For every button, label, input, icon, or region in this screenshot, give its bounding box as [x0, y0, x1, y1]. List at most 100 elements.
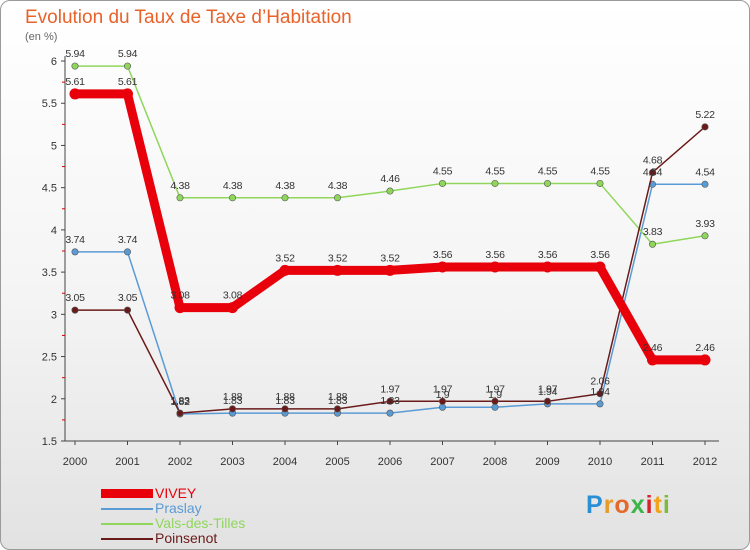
- x-tick-label: 2012: [693, 456, 717, 468]
- data-point: [701, 123, 709, 131]
- data-point: [71, 306, 79, 314]
- data-label: 5.94: [118, 48, 138, 60]
- data-label: 4.38: [328, 180, 348, 192]
- data-label: 4.38: [275, 180, 295, 192]
- data-point: [176, 194, 184, 202]
- data-point: [124, 62, 132, 70]
- x-tick-label: 2007: [430, 456, 454, 468]
- data-label: 1.94: [538, 386, 558, 398]
- data-label: 1.83: [328, 395, 348, 407]
- data-point: [333, 405, 341, 413]
- data-point: [596, 179, 604, 187]
- legend-swatch: [101, 507, 153, 510]
- logo-letter: r: [603, 491, 615, 519]
- data-point: [648, 240, 656, 248]
- data-label: 2.46: [695, 342, 715, 354]
- logo-letter: t: [653, 491, 663, 519]
- data-point: [491, 397, 499, 405]
- data-point: [124, 306, 132, 314]
- data-point: [386, 397, 394, 405]
- data-label: 4.46: [380, 173, 400, 185]
- data-label: 3.52: [328, 252, 348, 264]
- data-point: [701, 232, 709, 240]
- data-point: [279, 264, 291, 276]
- data-point: [596, 390, 604, 398]
- y-tick-label: 3.5: [42, 267, 57, 279]
- legend-swatch: [101, 522, 153, 525]
- y-tick-label: 2.5: [42, 352, 57, 364]
- data-label: 2.46: [643, 342, 663, 354]
- y-tick-label: 6: [51, 56, 57, 68]
- data-label: 1.83: [223, 395, 243, 407]
- data-point: [437, 261, 448, 273]
- data-point: [543, 179, 551, 187]
- logo-letter: i: [662, 491, 671, 519]
- y-tick-label: 3: [51, 309, 57, 321]
- data-label: 4.38: [223, 180, 243, 192]
- data-point: [438, 179, 446, 187]
- data-point: [71, 62, 79, 70]
- data-point: [386, 409, 394, 417]
- y-tick-label: 4.5: [42, 183, 57, 195]
- x-tick-label: 2005: [325, 456, 349, 468]
- data-label: 4.54: [695, 166, 715, 178]
- x-tick-label: 2003: [220, 456, 244, 468]
- data-point: [386, 187, 394, 195]
- data-label: 5.94: [65, 48, 85, 60]
- data-label: 3.52: [380, 252, 400, 264]
- legend-label: Vals-des-Tilles: [155, 515, 246, 531]
- data-point: [438, 397, 446, 405]
- data-label: 3.05: [118, 292, 138, 304]
- x-tick-label: 2011: [641, 456, 665, 468]
- legend-item: Praslay: [101, 501, 245, 516]
- data-label: 1.83: [170, 395, 190, 407]
- x-tick-label: 2002: [168, 456, 192, 468]
- series-line-vivey: [70, 89, 710, 365]
- y-tick-label: 4: [51, 225, 57, 237]
- data-point: [543, 397, 551, 405]
- data-point: [594, 261, 606, 273]
- legend-item: Poinsenot: [101, 531, 245, 546]
- data-label: 5.61: [65, 76, 85, 88]
- data-label: 3.56: [433, 249, 453, 261]
- series-line-vals-des-tilles: [74, 65, 706, 245]
- data-label: 3.56: [590, 249, 610, 261]
- legend-label: Praslay: [155, 500, 202, 516]
- logo-letter: x: [630, 491, 646, 519]
- data-point: [281, 194, 289, 202]
- data-label: 4.55: [433, 165, 453, 177]
- y-tick-label: 5.5: [42, 98, 57, 110]
- y-tick-label: 1.5: [42, 436, 57, 448]
- data-label: 3.56: [485, 249, 505, 261]
- data-point: [227, 302, 238, 314]
- data-label: 1.82: [170, 396, 190, 408]
- data-label: 3.05: [65, 292, 85, 304]
- data-point: [699, 354, 711, 366]
- x-tick-label: 2008: [483, 456, 507, 468]
- data-label: 1.88: [223, 391, 243, 403]
- data-label: 3.52: [275, 252, 295, 264]
- data-point: [489, 261, 501, 273]
- data-label: 1.97: [538, 383, 558, 395]
- logo-letter: P: [586, 491, 604, 519]
- data-label: 1.83: [275, 395, 295, 407]
- data-label: 3.74: [65, 234, 85, 246]
- data-label: 4.55: [485, 165, 505, 177]
- data-label: 1.9: [488, 389, 502, 401]
- y-unit-label: (en %): [25, 31, 58, 43]
- logo-letter: i: [645, 491, 654, 519]
- x-tick-label: 2000: [63, 456, 87, 468]
- data-point: [281, 405, 289, 413]
- data-label: 3.56: [538, 249, 558, 261]
- data-label: 2.06: [590, 376, 610, 388]
- data-point: [596, 400, 604, 408]
- x-tick-label: 2001: [115, 456, 139, 468]
- data-label: 1.97: [433, 383, 453, 395]
- data-label: 1.88: [275, 391, 295, 403]
- data-point: [648, 168, 656, 176]
- data-point: [333, 194, 341, 202]
- data-label: 4.38: [170, 180, 190, 192]
- data-point: [124, 248, 132, 256]
